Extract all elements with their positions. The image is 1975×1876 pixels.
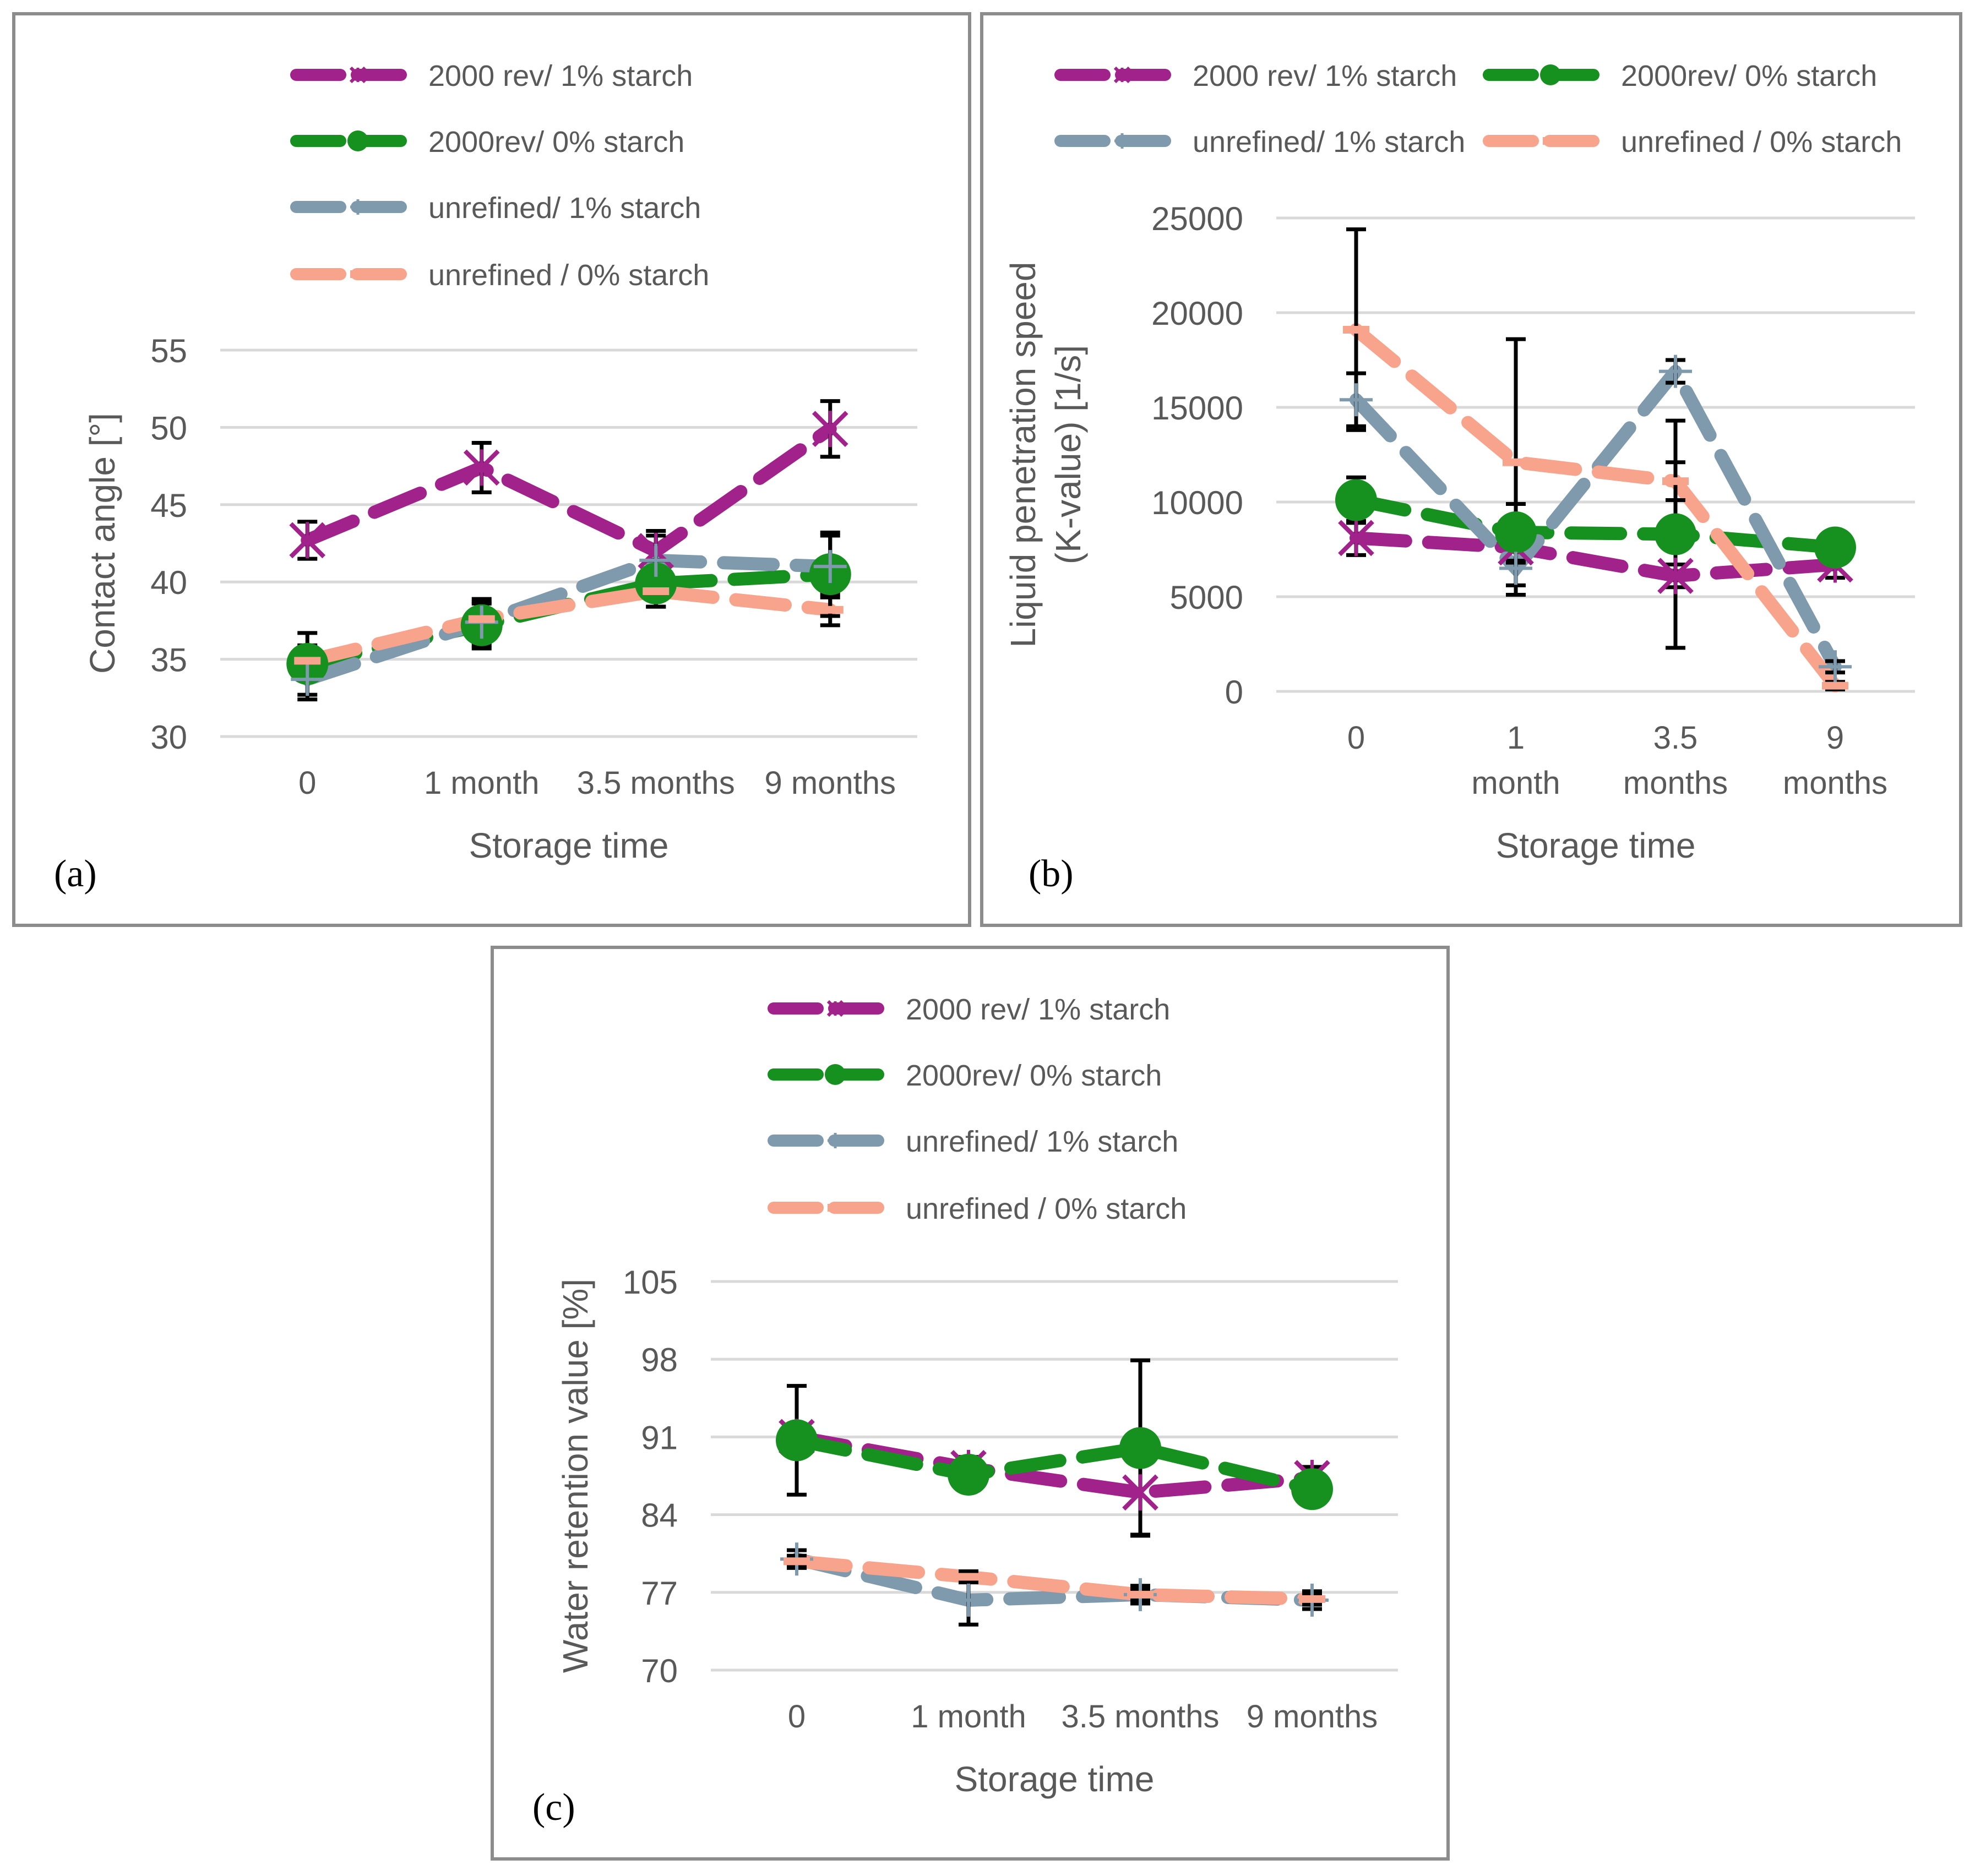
series-line-b-2000rev-0pct-starch xyxy=(1350,493,1842,554)
y-tick-label-b-5: 25000 xyxy=(1151,200,1243,237)
y-axis-title-b: Liquid penetration speed (K-value) [1/s] xyxy=(1003,262,1088,648)
data-point-c-2000rev-0pct-starch-0 xyxy=(776,1419,818,1461)
data-point-b-2000rev-0pct-starch-2 xyxy=(1655,513,1696,555)
x-tick-label-a-3: 9 months xyxy=(764,765,896,801)
x-tick-label-b-1: 1 month xyxy=(1471,720,1560,801)
chart-panel-c: 70 77 84 91 98 105 0 1 month 3.5 months 9 months S… xyxy=(491,946,1450,1861)
legend-item-c-unrefined-1pct-starch-label: unrefined/ 1% starch xyxy=(906,1125,1178,1158)
legend-item-b-2000rev-1pct-starch-label: 2000 rev/ 1% starch xyxy=(1193,59,1457,92)
x-tick-line-b-2-0: 3.5 xyxy=(1653,720,1698,756)
series-line-c-2000rev-0pct-starch xyxy=(790,1433,1319,1496)
y-tick-label-a-5: 55 xyxy=(150,332,187,369)
y-axis-title-c: Water retention value [%] xyxy=(556,1279,595,1673)
data-point-b-2000rev-0pct-starch-1 xyxy=(1495,511,1537,554)
y-axis-title-line-2-b: (K-value) [1/s] xyxy=(1048,345,1088,564)
y-tick-label-b-3: 15000 xyxy=(1151,390,1243,427)
x-tick-line-b-3-1: months xyxy=(1783,765,1887,801)
legend-item-a-2000rev-1pct-starch-label: 2000 rev/ 1% starch xyxy=(428,59,693,92)
x-tick-label-a-0: 0 xyxy=(298,765,316,801)
x-tick-label-b-3: 9 months xyxy=(1783,720,1887,801)
legend-item-c-2000rev-0pct-starch-label: 2000rev/ 0% starch xyxy=(906,1059,1162,1092)
x-tick-label-c-1: 1 month xyxy=(911,1699,1026,1735)
data-point-c-2000rev-0pct-starch-1 xyxy=(948,1453,989,1496)
y-tick-label-c-2: 84 xyxy=(641,1497,678,1534)
x-tick-label-c-0: 0 xyxy=(788,1699,806,1735)
y-tick-label-c-5: 105 xyxy=(623,1264,678,1301)
legend-item-a-unrefined-1pct-starch-label: unrefined/ 1% starch xyxy=(428,192,701,225)
y-tick-label-c-0: 70 xyxy=(641,1653,678,1689)
x-tick-line-b-1-0: 1 xyxy=(1507,720,1525,756)
series-line-a-unrefined-0pct-starch xyxy=(301,584,837,668)
y-tick-label-a-4: 50 xyxy=(150,410,187,446)
legend-item-c-unrefined-0pct-starch-label: unrefined / 0% starch xyxy=(906,1192,1187,1225)
legend-item-b-unrefined-1pct-starch-label: unrefined/ 1% starch xyxy=(1193,126,1465,159)
y-tick-label-a-2: 40 xyxy=(150,564,187,601)
legend-item-a-2000rev-0pct-starch-marker xyxy=(347,130,368,151)
y-tick-label-c-1: 77 xyxy=(641,1575,678,1612)
x-tick-line-b-2-1: months xyxy=(1623,765,1728,801)
x-axis-title-a: Storage time xyxy=(469,826,669,865)
x-tick-label-c-2: 3.5 months xyxy=(1062,1699,1220,1735)
x-tick-label-b-0: 0 xyxy=(1347,720,1365,756)
legend-item-a-unrefined-0pct-starch-label: unrefined / 0% starch xyxy=(428,259,709,292)
legend-item-b-2000rev-0pct-starch-marker xyxy=(1540,64,1561,85)
data-point-b-2000rev-0pct-starch-0 xyxy=(1335,479,1377,521)
y-tick-label-a-3: 45 xyxy=(150,487,187,524)
data-point-c-2000rev-0pct-starch-3 xyxy=(1291,1468,1333,1510)
x-tick-label-c-3: 9 months xyxy=(1247,1699,1378,1735)
series-line-b-unrefined-0pct-starch xyxy=(1350,323,1842,692)
y-axis-title-line-1-b: Liquid penetration speed xyxy=(1003,262,1043,648)
data-point-c-2000rev-0pct-starch-2 xyxy=(1119,1427,1161,1469)
y-tick-label-a-0: 30 xyxy=(150,719,187,756)
x-tick-label-b-2: 3.5 months xyxy=(1623,720,1728,801)
chart-panel-b: 0 5000 10000 15000 20000 25000 0 1 month 3.5 month… xyxy=(980,12,1962,927)
legend-item-c-2000rev-1pct-starch-label: 2000 rev/ 1% starch xyxy=(906,993,1170,1026)
chart-a-svg: 30 35 40 45 50 55 0 1 month 3.5 months 9 months St… xyxy=(83,59,917,865)
x-tick-line-b-3-0: 9 xyxy=(1826,720,1844,756)
series-line-a-unrefined-1pct-starch xyxy=(301,553,837,686)
series-line-a-2000rev-1pct-starch xyxy=(301,422,837,559)
panel-label-a: (a) xyxy=(54,853,97,895)
panel-label-c: (c) xyxy=(532,1786,575,1829)
legend-item-a-2000rev-0pct-starch-label: 2000rev/ 0% starch xyxy=(428,126,684,159)
series-line-b-2000rev-1pct-starch xyxy=(1350,531,1842,583)
y-tick-label-b-1: 5000 xyxy=(1170,579,1243,616)
y-tick-label-b-0: 0 xyxy=(1225,674,1243,711)
chart-b-svg: 0 5000 10000 15000 20000 25000 0 1 month 3.5 month… xyxy=(1003,59,1915,865)
y-tick-label-c-4: 98 xyxy=(641,1341,678,1378)
series-line-c-unrefined-0pct-starch xyxy=(790,1555,1319,1606)
x-tick-label-a-2: 3.5 months xyxy=(577,765,735,801)
y-tick-label-b-4: 20000 xyxy=(1151,295,1243,332)
x-tick-line-b-1-1: month xyxy=(1471,765,1560,801)
chart-panel-a: 30 35 40 45 50 55 0 1 month 3.5 months 9 months St… xyxy=(12,12,971,927)
y-tick-label-a-1: 35 xyxy=(150,642,187,679)
legend-item-b-2000rev-0pct-starch-label: 2000rev/ 0% starch xyxy=(1621,59,1877,92)
data-point-b-2000rev-0pct-starch-3 xyxy=(1814,526,1856,569)
chart-c-svg: 70 77 84 91 98 105 0 1 month 3.5 months 9 months S… xyxy=(556,993,1398,1799)
x-axis-title-c: Storage time xyxy=(955,1759,1155,1799)
y-axis-title-a: Contact angle [°] xyxy=(83,413,122,674)
y-tick-label-c-3: 91 xyxy=(641,1419,678,1456)
legend-item-b-unrefined-0pct-starch-label: unrefined / 0% starch xyxy=(1621,126,1902,159)
y-tick-label-b-2: 10000 xyxy=(1151,484,1243,521)
panel-label-b: (b) xyxy=(1029,853,1074,895)
x-axis-title-b: Storage time xyxy=(1496,826,1696,865)
legend-item-c-2000rev-0pct-starch-marker xyxy=(825,1064,846,1085)
x-tick-label-a-1: 1 month xyxy=(424,765,540,801)
